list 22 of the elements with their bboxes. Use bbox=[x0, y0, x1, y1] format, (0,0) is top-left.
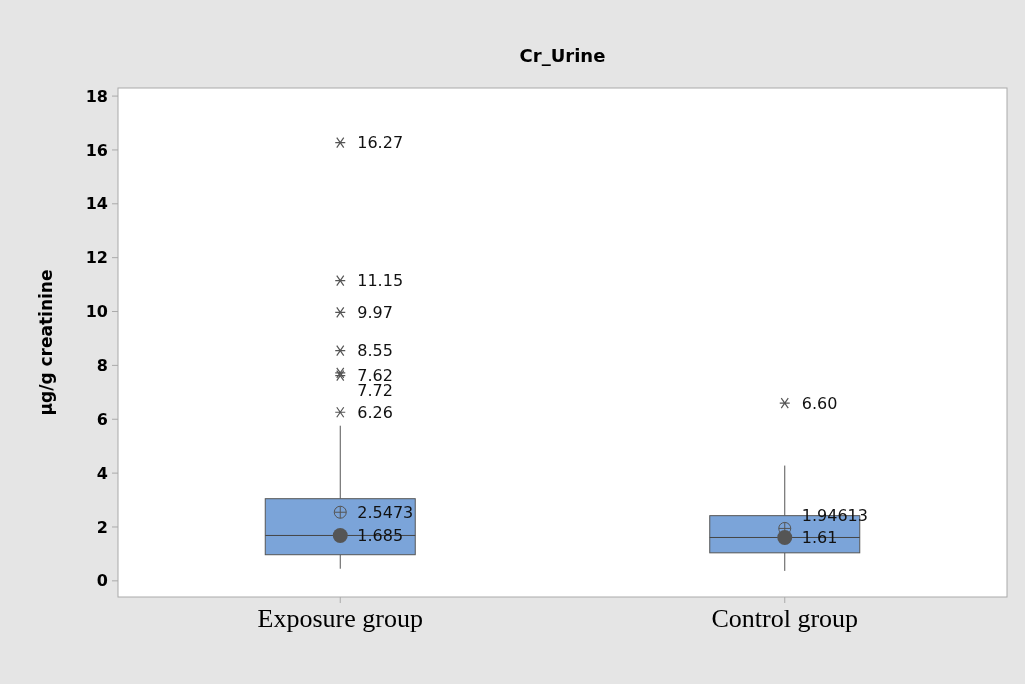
annotation: 2.5473 bbox=[357, 502, 414, 522]
annotation: 11.15 bbox=[357, 271, 404, 291]
annotation: 6.60 bbox=[801, 393, 838, 413]
chart-title: Cr_Urine bbox=[519, 45, 606, 66]
y-tick-label: 10 bbox=[85, 302, 108, 322]
y-tick-label: 14 bbox=[85, 194, 108, 214]
annotation: 16.27 bbox=[357, 133, 404, 153]
x-tick-label: Exposure group bbox=[257, 604, 423, 633]
annotation: 6.26 bbox=[357, 402, 393, 422]
y-tick-label: 0 bbox=[96, 571, 108, 591]
y-tick-label: 12 bbox=[85, 248, 108, 268]
y-tick-label: 18 bbox=[85, 86, 108, 106]
annotation: 9.97 bbox=[357, 302, 393, 322]
annotation: 8.55 bbox=[357, 341, 393, 361]
y-tick-label: 2 bbox=[96, 517, 108, 537]
x-tick-label: Control group bbox=[711, 604, 859, 633]
y-tick-label: 6 bbox=[96, 409, 108, 429]
y-tick-label: 4 bbox=[96, 463, 108, 483]
y-tick-label: 8 bbox=[96, 355, 108, 375]
y-tick-label: 16 bbox=[85, 140, 108, 160]
y-axis-title: µg/g creatinine bbox=[36, 269, 56, 416]
annotation: 7.72 bbox=[357, 381, 393, 401]
